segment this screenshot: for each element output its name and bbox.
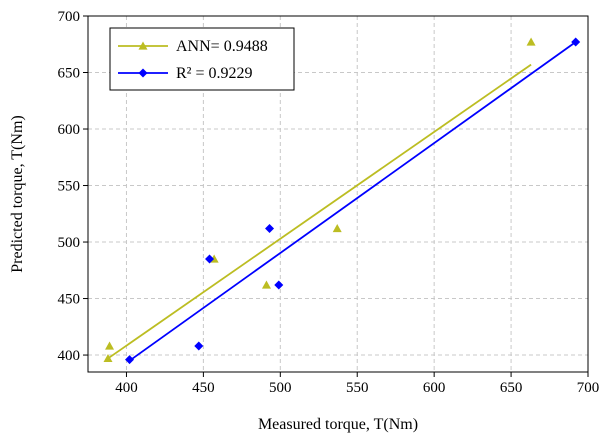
y-tick-label: 600 [58, 122, 81, 138]
y-tick-label: 650 [58, 66, 81, 82]
x-tick-label: 550 [346, 380, 369, 396]
legend-label-1: R² = 0.9229 [176, 65, 253, 82]
x-tick-label: 700 [577, 380, 599, 396]
data-point-s0-3 [261, 280, 271, 289]
x-tick-label: 500 [269, 380, 292, 396]
data-point-s0-4 [332, 223, 342, 233]
data-point-s1-2 [205, 254, 215, 264]
y-tick-label: 400 [58, 348, 81, 364]
y-tick-label: 500 [58, 235, 81, 251]
legend-label-0: ANN= 0.9488 [176, 38, 268, 55]
y-tick-label: 450 [58, 292, 81, 308]
fit-line-series-1 [129, 41, 577, 362]
x-tick-label: 400 [115, 380, 138, 396]
data-point-s1-3 [265, 223, 275, 233]
data-point-s1-0 [125, 355, 135, 365]
legend: ANN= 0.9488 R² = 0.9229 [109, 27, 295, 91]
x-axis-label: Measured torque, T(Nm) [258, 416, 418, 433]
axis-ticks: 400 450 500 550 600 650 700 400 450 500 550 600 650 7… [58, 9, 599, 396]
legend-box [109, 27, 295, 91]
legend-marker-0 [138, 41, 148, 50]
y-tick-label: 550 [58, 179, 81, 195]
data-points [103, 37, 581, 365]
data-point-s1-1 [194, 341, 204, 351]
data-point-s0-5 [526, 37, 536, 46]
data-point-s1-4 [274, 280, 284, 290]
legend-marker-1 [138, 68, 148, 78]
fit-lines [107, 41, 577, 362]
y-axis-label: Predicted torque, T(Nm) [9, 115, 26, 272]
x-tick-label: 650 [500, 380, 523, 396]
data-point-s0-1 [105, 341, 115, 350]
x-tick-label: 600 [423, 380, 446, 396]
plot-frame [87, 15, 589, 373]
fit-line-series-0 [107, 63, 532, 360]
y-tick-label: 700 [58, 9, 81, 25]
x-tick-label: 450 [192, 380, 215, 396]
data-point-s0-0 [103, 353, 113, 363]
data-point-s1-5 [571, 37, 581, 47]
